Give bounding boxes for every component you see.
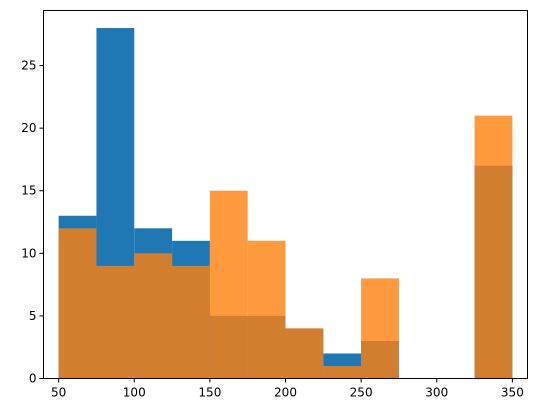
y-tick-label: 25: [21, 59, 36, 73]
histogram-bar-series-2-bin-7: [285, 328, 324, 379]
x-tick-label: 350: [501, 386, 524, 400]
histogram-bar-series-2-bin-5: [209, 190, 248, 379]
histogram-bar-series-2-bin-12: [474, 115, 513, 379]
x-tick-label: 150: [198, 386, 221, 400]
y-axis: 0 5 10 15 20 25: [21, 59, 44, 386]
histogram-bar-series-2-bin-6: [247, 240, 286, 379]
y-tick-label: 5: [29, 309, 37, 323]
x-tick-label: 50: [51, 386, 66, 400]
bars-layer: [58, 28, 513, 379]
x-tick-label: 200: [274, 386, 297, 400]
histogram-bar-series-2-bin-3: [134, 253, 173, 379]
y-tick-label: 20: [21, 121, 36, 135]
x-axis: 50 100 150 200 250 300 350: [51, 378, 524, 400]
y-tick-label: 10: [21, 246, 36, 260]
x-tick-label: 100: [123, 386, 146, 400]
x-tick-label: 250: [350, 386, 373, 400]
y-tick-label: 0: [29, 372, 37, 386]
histogram-bar-series-2-bin-2: [96, 265, 135, 379]
histogram-bar-series-2-bin-1: [58, 228, 97, 379]
y-tick-label: 15: [21, 184, 36, 198]
x-tick-label: 300: [425, 386, 448, 400]
histogram-bar-series-2-bin-9: [361, 278, 399, 379]
histogram-bar-series-2-bin-4: [172, 265, 210, 379]
histogram-bar-series-2-bin-8: [323, 365, 362, 379]
